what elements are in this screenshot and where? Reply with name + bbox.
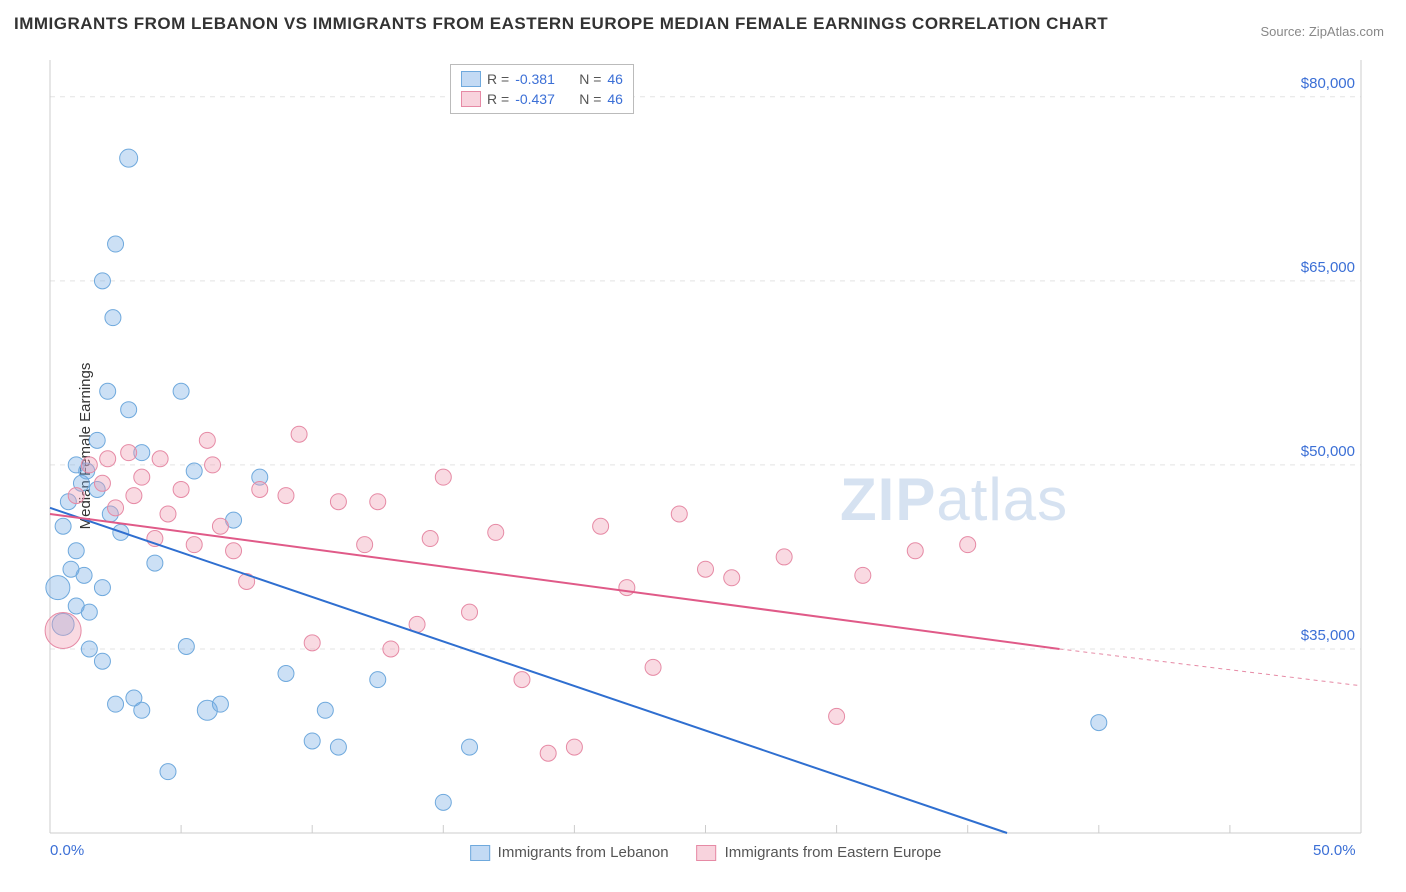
legend-label-eastern-europe: Immigrants from Eastern Europe — [725, 844, 942, 861]
x-tick-label: 0.0% — [50, 842, 84, 859]
correlation-stats-box: R = -0.381 N = 46 R = -0.437 N = 46 — [450, 64, 634, 114]
x-tick-label: 50.0% — [1313, 842, 1356, 859]
legend-item-eastern-europe: Immigrants from Eastern Europe — [697, 844, 942, 861]
stats-n-label: N = — [579, 91, 601, 107]
legend-item-lebanon: Immigrants from Lebanon — [470, 844, 669, 861]
legend-label-lebanon: Immigrants from Lebanon — [498, 844, 669, 861]
source-attribution: Source: ZipAtlas.com — [1260, 24, 1384, 39]
y-tick-label: $80,000 — [1301, 75, 1355, 92]
stats-r-label: R = — [487, 71, 509, 87]
legend: Immigrants from Lebanon Immigrants from … — [470, 844, 942, 861]
y-tick-label: $65,000 — [1301, 259, 1355, 276]
source-prefix: Source: — [1260, 24, 1308, 39]
stats-r-value: -0.437 — [515, 91, 573, 107]
y-tick-label: $35,000 — [1301, 627, 1355, 644]
stats-swatch — [461, 71, 481, 87]
plot-area: ZIPatlas R =-0.381N =46R =-0.437N =46 Im… — [50, 60, 1361, 833]
stats-row: R = -0.437 N = 46 — [461, 89, 623, 109]
legend-swatch-pink — [697, 845, 717, 861]
chart-title: IMMIGRANTS FROM LEBANON VS IMMIGRANTS FR… — [14, 14, 1108, 34]
y-tick-label: $50,000 — [1301, 443, 1355, 460]
chart-svg — [50, 60, 1361, 833]
source-link[interactable]: ZipAtlas.com — [1309, 24, 1384, 39]
stats-row: R = -0.381 N = 46 — [461, 69, 623, 89]
legend-swatch-blue — [470, 845, 490, 861]
stats-r-label: R = — [487, 91, 509, 107]
stats-swatch — [461, 91, 481, 107]
stats-n-value: 46 — [607, 71, 623, 87]
stats-n-value: 46 — [607, 91, 623, 107]
chart-page: IMMIGRANTS FROM LEBANON VS IMMIGRANTS FR… — [0, 0, 1406, 892]
stats-n-label: N = — [579, 71, 601, 87]
stats-r-value: -0.381 — [515, 71, 573, 87]
